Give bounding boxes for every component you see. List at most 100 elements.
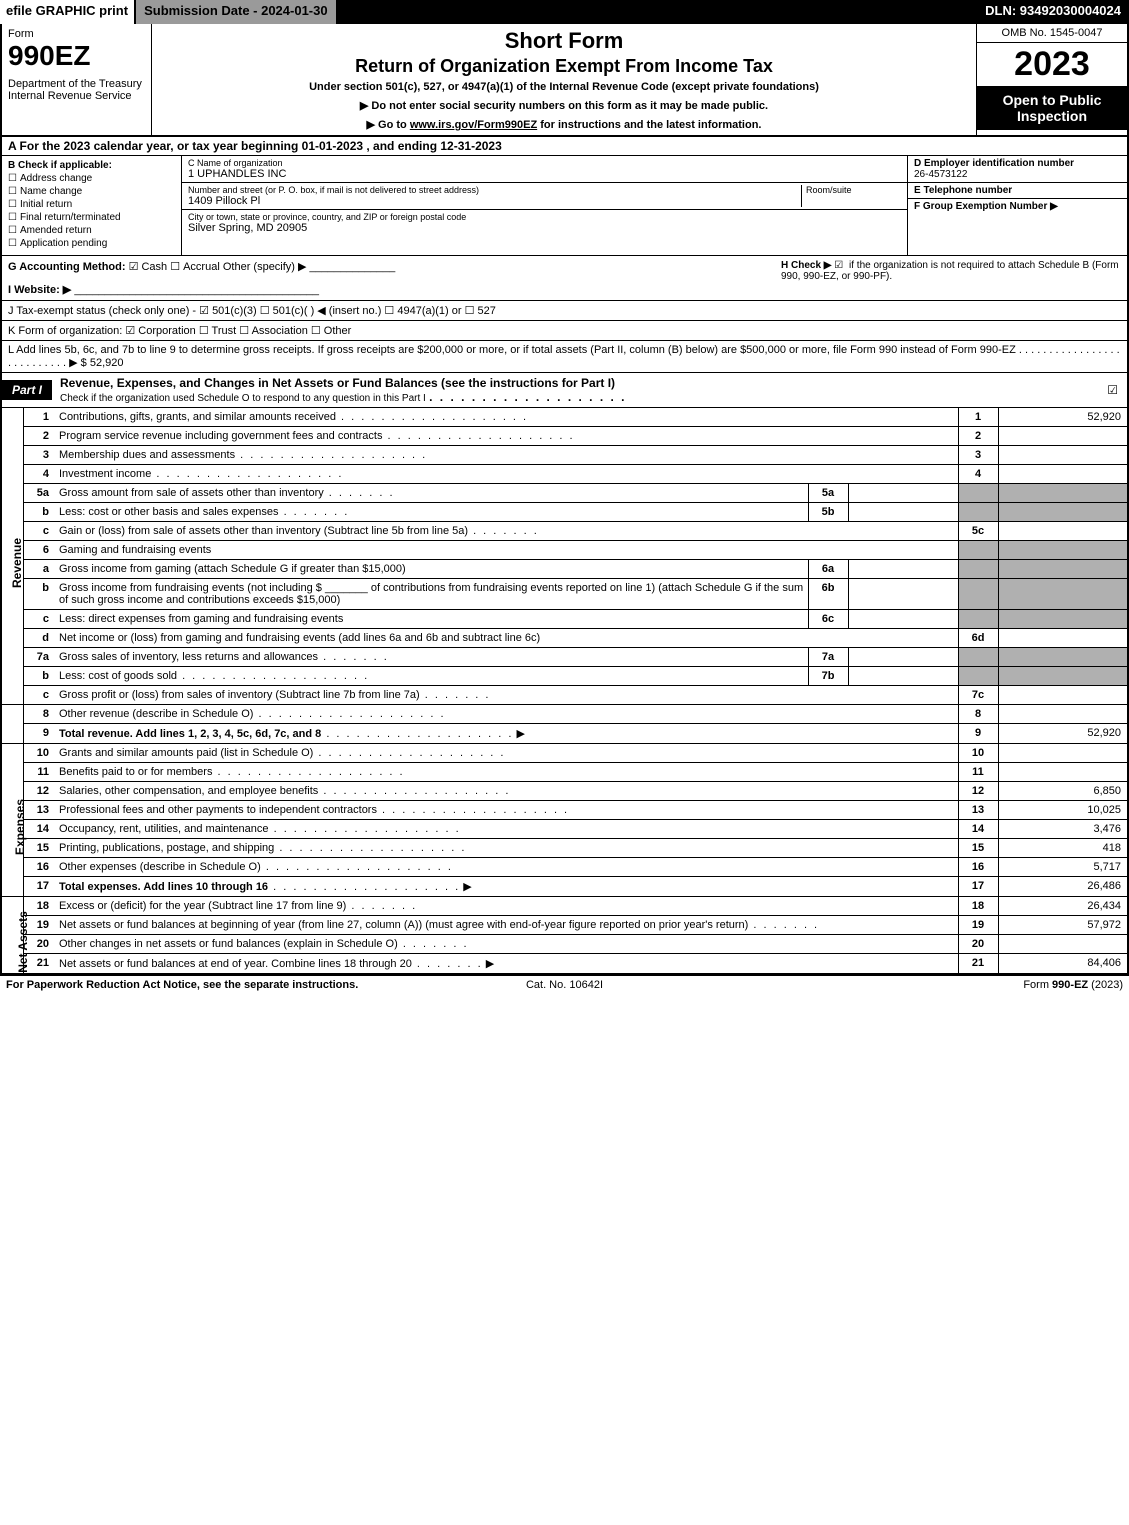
line-12: 12 Salaries, other compensation, and emp…	[1, 782, 1128, 801]
l13-num: 13	[23, 801, 55, 820]
l7b-desc: Less: cost of goods sold	[55, 667, 808, 686]
l6c-num: c	[23, 610, 55, 629]
chk-name-change[interactable]: Name change	[8, 186, 175, 197]
tel-label: E Telephone number	[914, 185, 1012, 196]
section-def: D Employer identification number 26-4573…	[907, 156, 1127, 255]
return-title: Return of Organization Exempt From Incom…	[162, 56, 966, 77]
l14-amount: 3,476	[998, 820, 1128, 839]
dots	[261, 861, 453, 873]
short-form-title: Short Form	[162, 28, 966, 54]
chk-accrual[interactable]: Accrual	[170, 261, 220, 273]
dots	[177, 670, 369, 682]
topbar: efile GRAPHIC print Submission Date - 20…	[0, 0, 1129, 24]
l5a-amount-shaded	[998, 484, 1128, 503]
l5b-sub: 5b	[808, 503, 848, 522]
l4-ref: 4	[958, 465, 998, 484]
line-5b: b Less: cost or other basis and sales ex…	[1, 503, 1128, 522]
chk-application-pending[interactable]: Application pending	[8, 238, 175, 249]
l16-desc-text: Other expenses (describe in Schedule O)	[59, 861, 261, 873]
irs-link[interactable]: www.irs.gov/Form990EZ	[410, 119, 537, 131]
l4-amount	[998, 465, 1128, 484]
l5b-subval	[848, 503, 958, 522]
l17-num: 17	[23, 877, 55, 897]
ein-row: D Employer identification number 26-4573…	[908, 156, 1127, 183]
l6b-ref-shaded	[958, 579, 998, 610]
l5b-ref-shaded	[958, 503, 998, 522]
line-5a: 5a Gross amount from sale of assets othe…	[1, 484, 1128, 503]
chk-final-return[interactable]: Final return/terminated	[8, 212, 175, 223]
l6b-desc: Gross income from fundraising events (no…	[55, 579, 808, 610]
open-inspection: Open to Public Inspection	[977, 86, 1127, 130]
netassets-sidelabel: Net Assets	[1, 897, 23, 974]
l5b-desc-text: Less: cost or other basis and sales expe…	[59, 506, 279, 518]
l2-desc: Program service revenue including govern…	[55, 427, 958, 446]
l10-amount	[998, 744, 1128, 763]
l1-num: 1	[23, 408, 55, 427]
l7a-subval	[848, 648, 958, 667]
l6a-subval	[848, 560, 958, 579]
g-label: G Accounting Method:	[8, 261, 126, 273]
street-label: Number and street (or P. O. box, if mail…	[188, 185, 801, 195]
other-specify: Other (specify) ▶	[223, 261, 307, 273]
l6-num: 6	[23, 541, 55, 560]
l13-desc: Professional fees and other payments to …	[55, 801, 958, 820]
l21-desc: Net assets or fund balances at end of ye…	[55, 954, 958, 975]
line-7a: 7a Gross sales of inventory, less return…	[1, 648, 1128, 667]
dots	[253, 708, 445, 720]
chk-address-change[interactable]: Address change	[8, 173, 175, 184]
footer-right-bold: 990-EZ	[1052, 979, 1088, 991]
l6c-desc-text: Less: direct expenses from gaming and fu…	[59, 613, 343, 625]
form-header: Form 990EZ Department of the Treasury In…	[0, 24, 1129, 137]
row-k-form-org: K Form of organization: ☑ Corporation ☐ …	[0, 321, 1129, 341]
page-footer: For Paperwork Reduction Act Notice, see …	[0, 975, 1129, 994]
ssn-notice: ▶ Do not enter social security numbers o…	[162, 99, 966, 112]
l18-desc: Excess or (deficit) for the year (Subtra…	[55, 897, 958, 916]
line-8: 8 Other revenue (describe in Schedule O)…	[1, 705, 1128, 724]
l7c-desc-text: Gross profit or (loss) from sales of inv…	[59, 689, 420, 701]
dots	[324, 487, 395, 499]
l3-amount	[998, 446, 1128, 465]
line-2: 2 Program service revenue including gove…	[1, 427, 1128, 446]
row-j-tax-exempt: J Tax-exempt status (check only one) - ☑…	[0, 301, 1129, 321]
group-label: F Group Exemption Number ▶	[914, 201, 1058, 212]
tax-year: 2023	[977, 43, 1127, 86]
dots	[269, 823, 461, 835]
l5a-desc-text: Gross amount from sale of assets other t…	[59, 487, 324, 499]
footer-left: For Paperwork Reduction Act Notice, see …	[6, 979, 378, 991]
l7a-ref-shaded	[958, 648, 998, 667]
line-15: 15 Printing, publications, postage, and …	[1, 839, 1128, 858]
l13-ref: 13	[958, 801, 998, 820]
revenue-text: Revenue	[10, 538, 24, 588]
line-7c: c Gross profit or (loss) from sales of i…	[1, 686, 1128, 705]
line-16: 16 Other expenses (describe in Schedule …	[1, 858, 1128, 877]
chk-schedule-b[interactable]	[834, 260, 846, 271]
chk-amended-return[interactable]: Amended return	[8, 225, 175, 236]
chk-initial-return[interactable]: Initial return	[8, 199, 175, 210]
dots	[429, 390, 626, 404]
l14-desc-text: Occupancy, rent, utilities, and maintena…	[59, 823, 269, 835]
l2-num: 2	[23, 427, 55, 446]
line-6a: a Gross income from gaming (attach Sched…	[1, 560, 1128, 579]
l6-amount-shaded	[998, 541, 1128, 560]
l6c-subval	[848, 610, 958, 629]
l20-desc-text: Other changes in net assets or fund bala…	[59, 938, 398, 950]
row-a-text: A For the 2023 calendar year, or tax yea…	[8, 139, 502, 153]
chk-cash[interactable]: Cash	[129, 261, 168, 273]
netassets-table: Net Assets 18 Excess or (deficit) for th…	[0, 897, 1129, 975]
l8-desc-text: Other revenue (describe in Schedule O)	[59, 708, 253, 720]
l9-amount: 52,920	[998, 724, 1128, 744]
dots	[235, 449, 427, 461]
row-a-calendar: A For the 2023 calendar year, or tax yea…	[0, 137, 1129, 156]
l6b-amount-shaded	[998, 579, 1128, 610]
efile-label: efile GRAPHIC print	[0, 0, 134, 24]
footer-center: Cat. No. 10642I	[378, 979, 750, 991]
netassets-text: Net Assets	[16, 911, 30, 973]
l16-ref: 16	[958, 858, 998, 877]
l15-num: 15	[23, 839, 55, 858]
l6c-sub: 6c	[808, 610, 848, 629]
dots	[151, 468, 343, 480]
part1-checkbox[interactable]	[1107, 383, 1127, 397]
l6a-num: a	[23, 560, 55, 579]
l12-desc: Salaries, other compensation, and employ…	[55, 782, 958, 801]
under-section-text: Under section 501(c), 527, or 4947(a)(1)…	[162, 81, 966, 93]
